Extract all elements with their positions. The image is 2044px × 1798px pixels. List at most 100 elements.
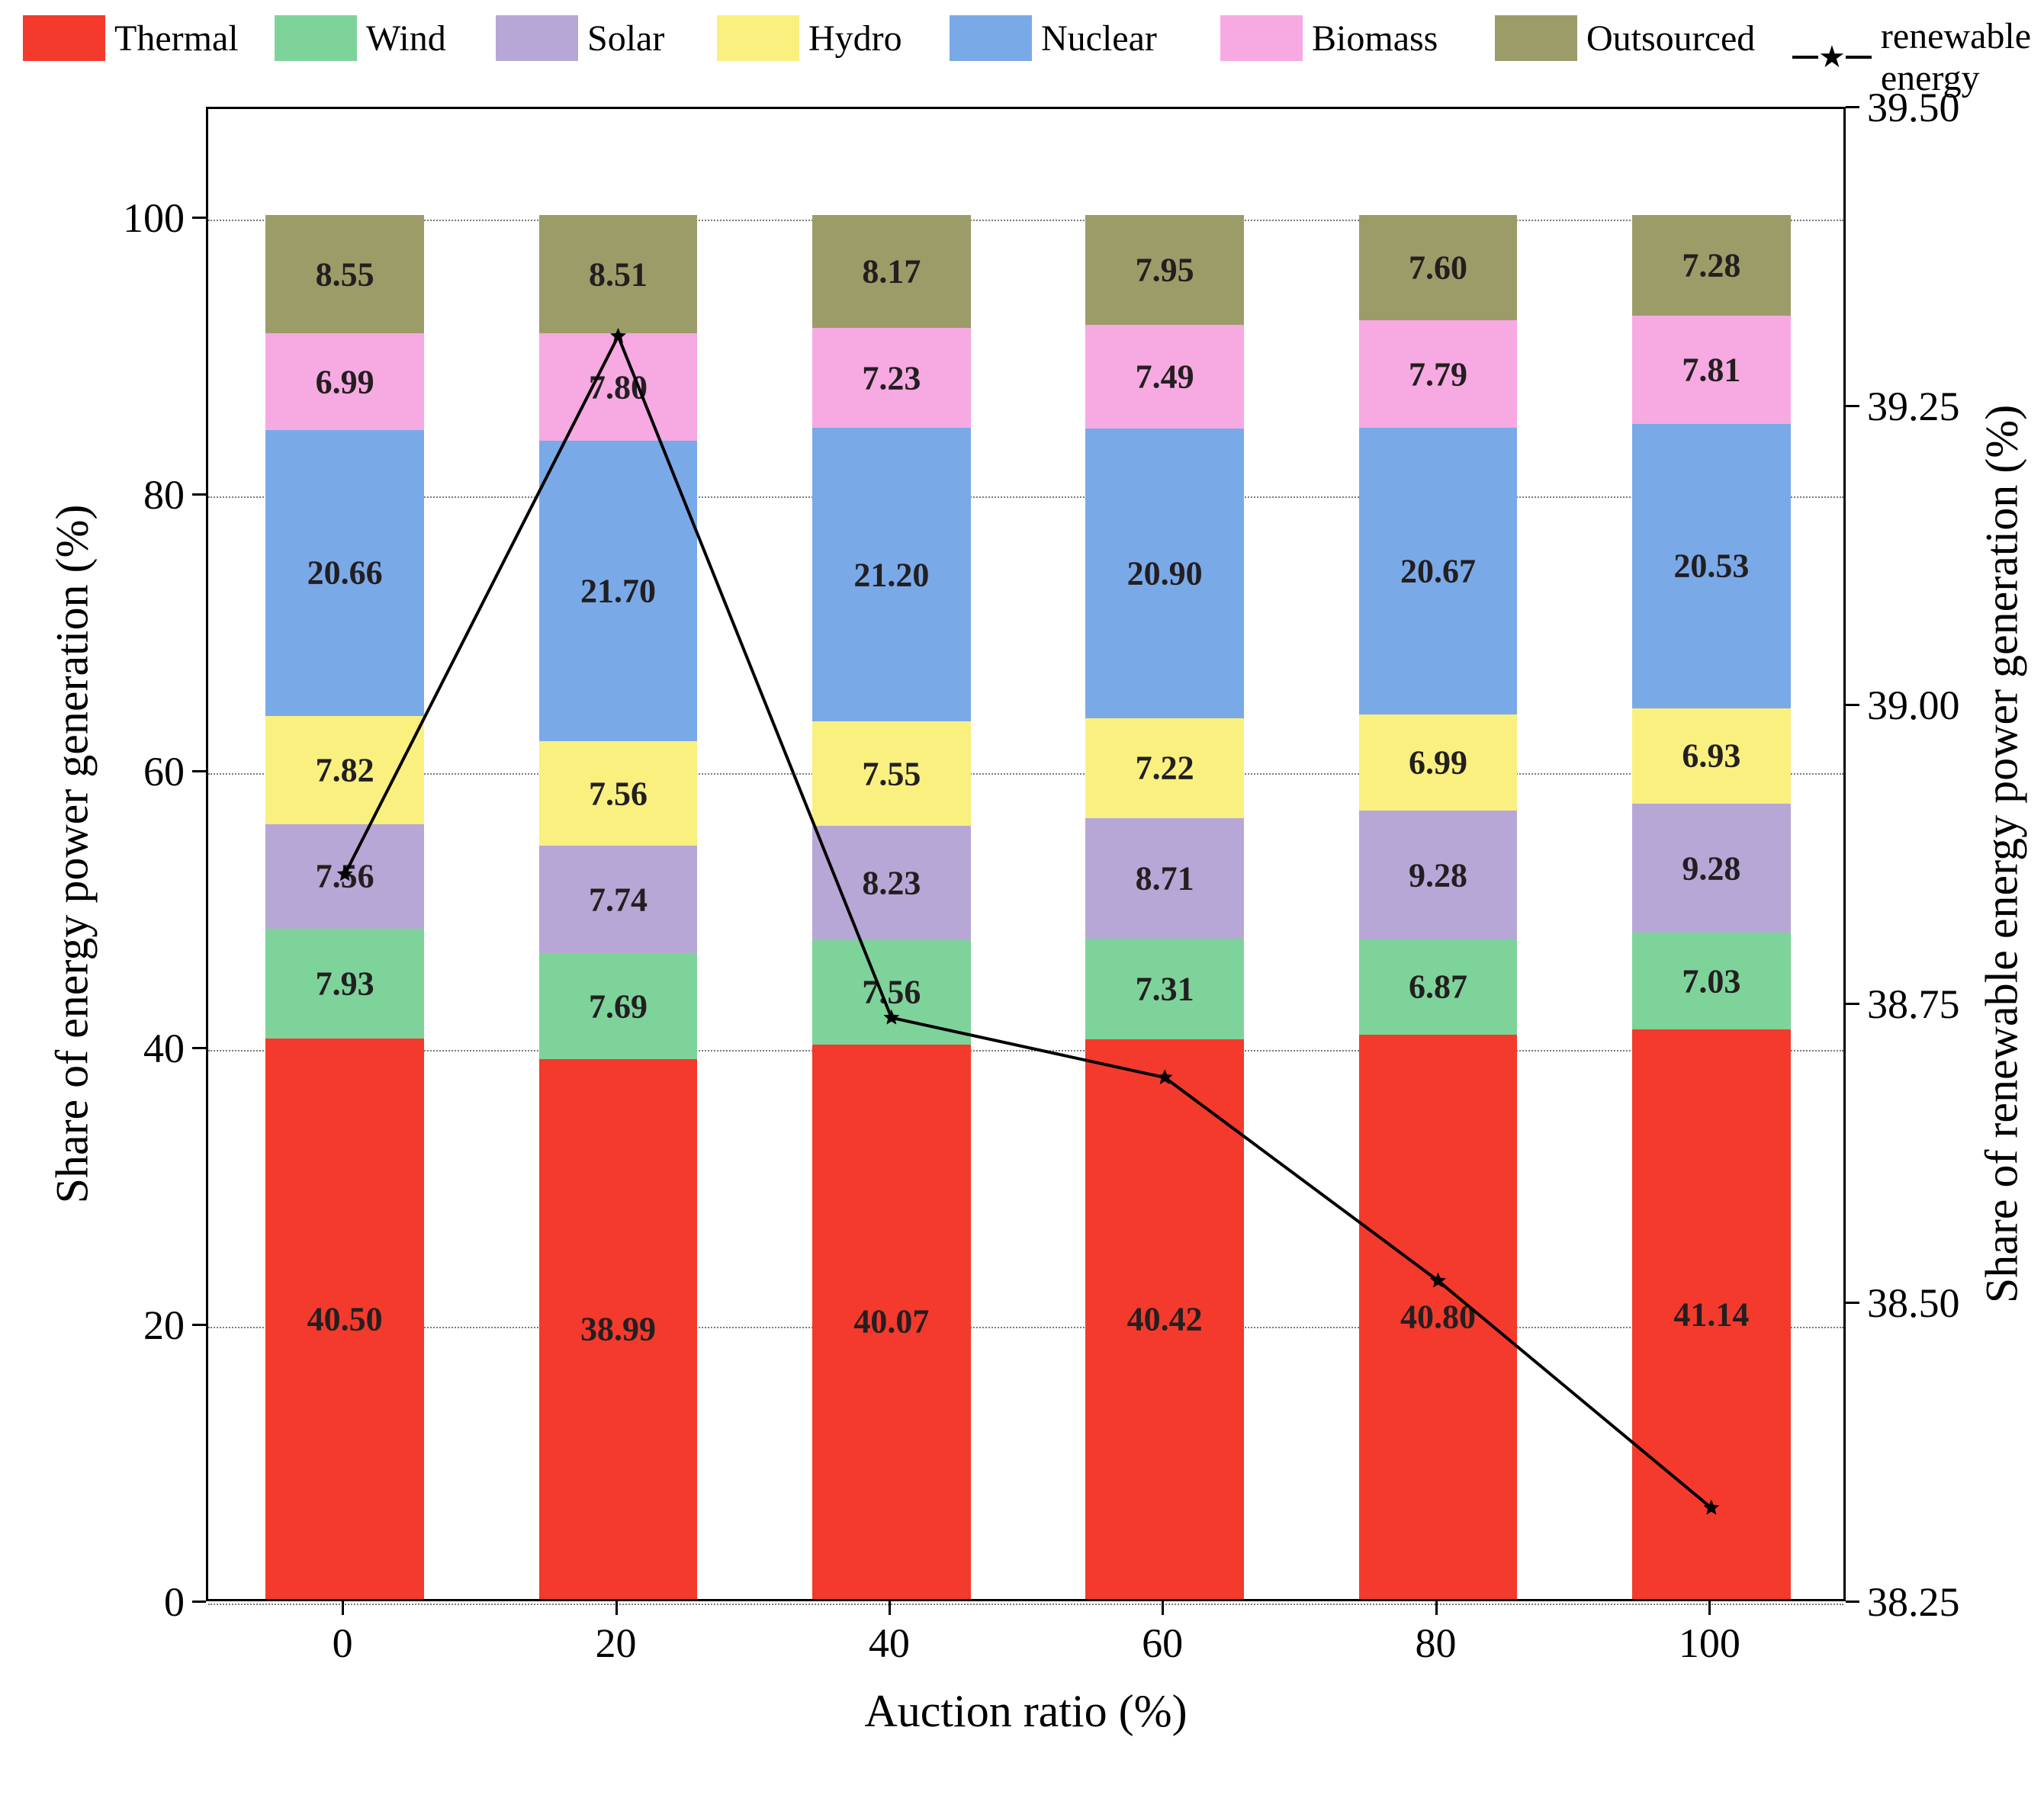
bar-segment-hydro: 6.93: [1632, 708, 1791, 804]
bar-segment-thermal: 41.14: [1632, 1029, 1791, 1599]
y-right-tick-label: 38.75: [1867, 981, 1960, 1028]
x-tick-label: 100: [1679, 1620, 1740, 1667]
bar-segment-label: 7.55: [862, 754, 921, 793]
y-right-tick: [1846, 106, 1859, 108]
bar-segment-nuclear: 21.20: [812, 428, 971, 721]
legend-item-nuclear: Nuclear: [950, 15, 1157, 61]
y-left-axis-title: Share of energy power generation (%): [47, 505, 99, 1204]
bar-segment-label: 7.56: [316, 857, 374, 896]
bar-segment-biomass: 7.80: [539, 333, 698, 441]
x-tick-label: 80: [1406, 1620, 1467, 1667]
bar-segment-label: 6.99: [1409, 743, 1467, 782]
bar-segment-hydro: 7.55: [812, 721, 971, 826]
bar-segment-label: 7.49: [1136, 358, 1194, 397]
bar-segment-nuclear: 20.90: [1085, 429, 1244, 718]
legend-swatch-icon: [23, 15, 105, 61]
bar-segment-thermal: 40.42: [1085, 1039, 1244, 1599]
bar-segment-thermal: 38.99: [539, 1059, 698, 1599]
y-left-tick-label: 0: [164, 1578, 185, 1626]
x-tick: [342, 1601, 344, 1615]
bar-segment-label: 40.80: [1400, 1297, 1476, 1336]
bar-segment-outsourced: 7.28: [1632, 215, 1791, 316]
legend-line-icon: ★: [1792, 56, 1872, 59]
y-right-tick: [1846, 1003, 1859, 1005]
bar-segment-biomass: 7.23: [812, 328, 971, 428]
bar-segment-label: 7.95: [1136, 251, 1194, 290]
bar-segment-outsourced: 8.55: [265, 215, 424, 333]
bar-segment-solar: 7.56: [265, 824, 424, 929]
bar-segment-label: 6.99: [316, 362, 374, 401]
y-left-tick-label: 80: [143, 471, 185, 519]
bar-column: 40.50 7.93 7.56 7.82 20.66 6.99 8.55: [265, 104, 424, 1599]
y-left-tick: [192, 1601, 206, 1603]
bar-segment-label: 8.23: [862, 863, 921, 902]
legend-swatch-icon: [1220, 15, 1303, 61]
bar-segment-label: 9.28: [1682, 849, 1740, 888]
y-right-tick: [1846, 1601, 1859, 1603]
bar-segment-label: 7.56: [589, 774, 648, 813]
y-left-tick-label: 40: [143, 1025, 185, 1072]
y-left-tick-label: 100: [123, 194, 185, 242]
gridline: [208, 220, 1843, 221]
bar-segment-wind: 7.69: [539, 953, 698, 1060]
gridline: [208, 1327, 1843, 1328]
bar-segment-wind: 7.31: [1085, 939, 1244, 1040]
bar-segment-biomass: 7.79: [1359, 320, 1518, 428]
bar-segment-nuclear: 20.66: [265, 430, 424, 716]
legend-item-thermal: Thermal: [23, 15, 239, 61]
bar-segment-label: 8.17: [862, 252, 921, 291]
bar-segment-label: 7.03: [1682, 962, 1740, 1000]
legend-label: Outsourced: [1586, 18, 1755, 59]
bar-segment-thermal: 40.80: [1359, 1035, 1518, 1599]
legend-item-hydro: Hydro: [717, 15, 902, 61]
x-tick: [1162, 1601, 1164, 1615]
bar-segment-wind: 7.56: [812, 940, 971, 1045]
legend-swatch-icon: [950, 15, 1032, 61]
bar-segment-label: 7.23: [862, 358, 921, 397]
legend-item-wind: Wind: [275, 15, 446, 61]
bar-segment-outsourced: 8.17: [812, 215, 971, 328]
bar-segment-label: 40.42: [1127, 1300, 1203, 1339]
bar-segment-label: 20.53: [1673, 547, 1749, 586]
y-left-tick: [192, 493, 206, 496]
y-right-tick-label: 38.25: [1867, 1578, 1960, 1626]
y-right-tick: [1846, 704, 1859, 706]
y-right-tick: [1846, 1302, 1859, 1304]
bar-segment-label: 7.82: [316, 750, 374, 789]
x-axis-title: Auction ratio (%): [864, 1685, 1187, 1738]
x-tick-label: 0: [312, 1620, 373, 1667]
bar-segment-label: 40.50: [307, 1299, 383, 1338]
legend-label: Biomass: [1312, 18, 1438, 59]
bar-segment-wind: 6.87: [1359, 939, 1518, 1035]
legend-swatch-icon: [275, 15, 357, 61]
bar-segment-label: 9.28: [1409, 856, 1467, 894]
bar-segment-label: 20.67: [1400, 552, 1476, 591]
bar-column: 40.806.879.286.9920.677.797.60: [1359, 104, 1518, 1599]
x-tick-label: 40: [859, 1620, 920, 1667]
y-right-tick-label: 39.00: [1867, 682, 1960, 729]
gridline: [208, 1050, 1843, 1052]
legend-swatch-icon: [1495, 15, 1577, 61]
bar-segment-label: 7.93: [316, 965, 374, 1003]
bar-segment-wind: 7.93: [265, 929, 424, 1039]
legend-label: Solar: [587, 18, 664, 59]
bar-segment-wind: 7.03: [1632, 933, 1791, 1030]
x-tick: [1708, 1601, 1711, 1615]
bar-segment-biomass: 7.81: [1632, 316, 1791, 424]
bar-segment-solar: 7.74: [539, 846, 698, 952]
bar-segment-label: 7.69: [589, 987, 648, 1026]
x-tick: [615, 1601, 618, 1615]
legend-label: Hydro: [808, 18, 902, 59]
bar-segment-label: 7.28: [1682, 246, 1740, 285]
bar-segment-solar: 9.28: [1359, 811, 1518, 939]
legend-label: Thermal: [114, 18, 239, 59]
bar-segment-label: 40.07: [853, 1302, 929, 1341]
y-right-axis-title: Share of renewable energy power generati…: [1976, 405, 2029, 1303]
bar-segment-label: 21.20: [853, 555, 929, 594]
bar-segment-label: 7.56: [862, 973, 921, 1012]
y-left-tick: [192, 1047, 206, 1049]
bar-segment-nuclear: 20.53: [1632, 424, 1791, 708]
bar-segment-thermal: 40.50: [265, 1039, 424, 1599]
gridline: [208, 1604, 1843, 1605]
legend-swatch-icon: [496, 15, 578, 61]
